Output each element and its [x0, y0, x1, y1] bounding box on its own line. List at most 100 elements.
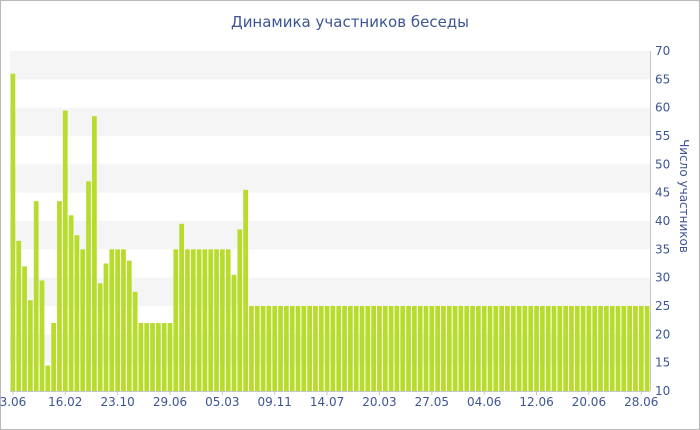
bar: [342, 306, 347, 391]
x-tick-labels: 3.06 16.02 23.10 29.06 05.03 09.11 14.07 20.03 2…: [0, 395, 658, 409]
bar: [371, 306, 377, 391]
x-tick-label: 29.06: [153, 395, 187, 409]
bar: [580, 306, 586, 391]
bar: [406, 306, 411, 391]
bar: [574, 306, 580, 391]
grid-band: [10, 51, 650, 80]
bar: [499, 306, 505, 391]
bar: [167, 323, 173, 391]
bar: [627, 306, 633, 391]
bar: [377, 306, 382, 391]
bar: [347, 306, 353, 391]
bar: [569, 306, 574, 391]
bar: [307, 306, 313, 391]
grid-band: [10, 221, 650, 250]
bar: [633, 306, 638, 391]
bar: [185, 249, 190, 391]
y-tick-label: 10: [655, 384, 670, 398]
bar: [400, 306, 406, 391]
bar: [22, 266, 27, 391]
y-tick-label: 30: [655, 271, 670, 285]
y-tick-label: 65: [655, 72, 670, 86]
bar: [470, 306, 475, 391]
bar: [510, 306, 516, 391]
x-tick-label: 04.06: [467, 395, 501, 409]
bar: [505, 306, 510, 391]
bar: [179, 223, 185, 391]
bar: [330, 306, 336, 391]
bar: [545, 306, 551, 391]
y-tick-label: 15: [655, 356, 670, 370]
bar: [318, 306, 324, 391]
bar: [353, 306, 359, 391]
bar: [51, 323, 57, 391]
x-tick-label: 28.06: [624, 395, 658, 409]
x-tick-label: 23.10: [100, 395, 134, 409]
bar: [365, 306, 371, 391]
chart-title: Динамика участников беседы: [230, 13, 470, 31]
bar: [173, 249, 179, 391]
y-tick-label: 60: [655, 101, 670, 115]
bar: [563, 306, 569, 391]
bar: [598, 306, 603, 391]
bar: [225, 249, 231, 391]
y-tick-label: 55: [655, 129, 670, 143]
bar: [359, 306, 365, 391]
bar: [272, 306, 278, 391]
bar: [534, 306, 539, 391]
bar: [57, 201, 62, 391]
bar: [441, 306, 446, 391]
bar: [603, 306, 609, 391]
bar: [86, 181, 91, 391]
x-tick-label: 12.06: [519, 395, 553, 409]
bar: [592, 306, 598, 391]
bar: [74, 235, 80, 391]
bar: [208, 249, 214, 391]
bar: [522, 306, 528, 391]
bar: [202, 249, 208, 391]
bar: [190, 249, 196, 391]
bar: [516, 306, 522, 391]
x-tick-label: 20.03: [362, 395, 396, 409]
bar: [336, 306, 342, 391]
y-tick-labels: 10 15 20 25 30 35 40 45 50 55 60 65 70: [655, 44, 670, 398]
bar: [417, 306, 423, 391]
bar: [638, 306, 644, 391]
bar: [423, 306, 429, 391]
bar: [115, 249, 121, 391]
bar: [324, 306, 330, 391]
y-axis-label: Число участников: [677, 139, 691, 253]
bar: [446, 306, 452, 391]
y-tick-label: 50: [655, 157, 670, 171]
bar: [481, 306, 487, 391]
bar: [539, 306, 545, 391]
bar: [487, 306, 493, 391]
bar: [301, 306, 307, 391]
bar: [126, 260, 132, 391]
bar: [528, 306, 534, 391]
bar: [219, 249, 225, 391]
bar: [493, 306, 499, 391]
bar: [80, 249, 86, 391]
grid-band: [10, 164, 650, 193]
bar: [295, 306, 301, 391]
bar: [161, 323, 167, 391]
bar: [621, 306, 627, 391]
bar: [615, 306, 621, 391]
bar: [260, 306, 266, 391]
bar: [464, 306, 470, 391]
x-tick-label: 14.07: [310, 395, 344, 409]
x-tick-label: 27.05: [415, 395, 449, 409]
bar: [150, 323, 155, 391]
bar: [144, 323, 150, 391]
y-tick-label: 45: [655, 186, 670, 200]
y-tick-label: 40: [655, 214, 670, 228]
bar: [231, 274, 237, 391]
bar: [382, 306, 388, 391]
bar: [155, 323, 161, 391]
axes: [10, 51, 651, 395]
y-tick-label: 20: [655, 327, 670, 341]
grid-band: [10, 107, 650, 136]
x-tick-label: 05.03: [205, 395, 239, 409]
